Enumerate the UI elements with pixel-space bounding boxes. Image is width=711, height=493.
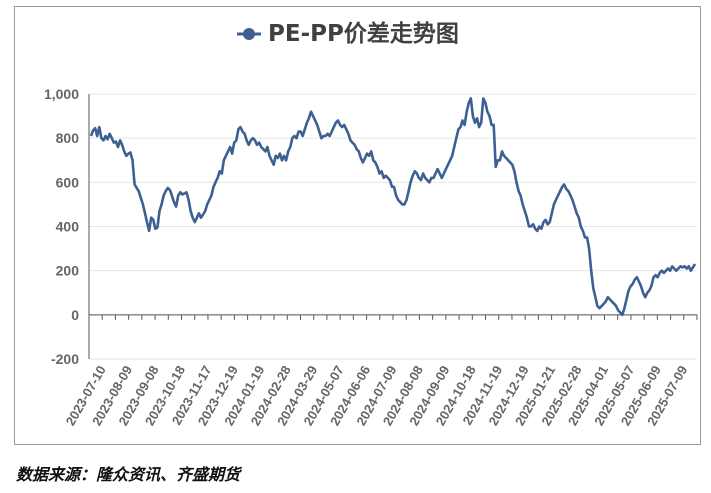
series-line-pe-pp: [89, 97, 697, 317]
y-tick-label: 400: [56, 219, 80, 235]
legend: PE-PP价差走势图: [237, 20, 459, 47]
y-tick-label: 600: [56, 174, 80, 190]
y-axis-ticks: -200 0 200 400 600 800 1,000: [44, 86, 79, 367]
x-axis-ticks: 2023-07-102023-08-092023-09-082023-10-18…: [63, 314, 698, 428]
y-tick-label: 0: [71, 307, 79, 323]
y-tick-label: 1,000: [44, 86, 79, 102]
line-chart: -200 0 200 400 600 800 1,000 2023-07-102023-08…: [44, 20, 698, 428]
legend-marker: [243, 28, 255, 40]
source-note: 数据来源：隆众资讯、齐盛期货: [16, 465, 241, 484]
chart-frame: -200 0 200 400 600 800 1,000 2023-07-10 2023-08…: [14, 6, 701, 445]
y-tick-label: 800: [56, 130, 80, 146]
y-tick-label: 200: [56, 263, 80, 279]
y-tick-label: -200: [51, 351, 79, 367]
chart-title: PE-PP价差走势图: [268, 20, 459, 47]
